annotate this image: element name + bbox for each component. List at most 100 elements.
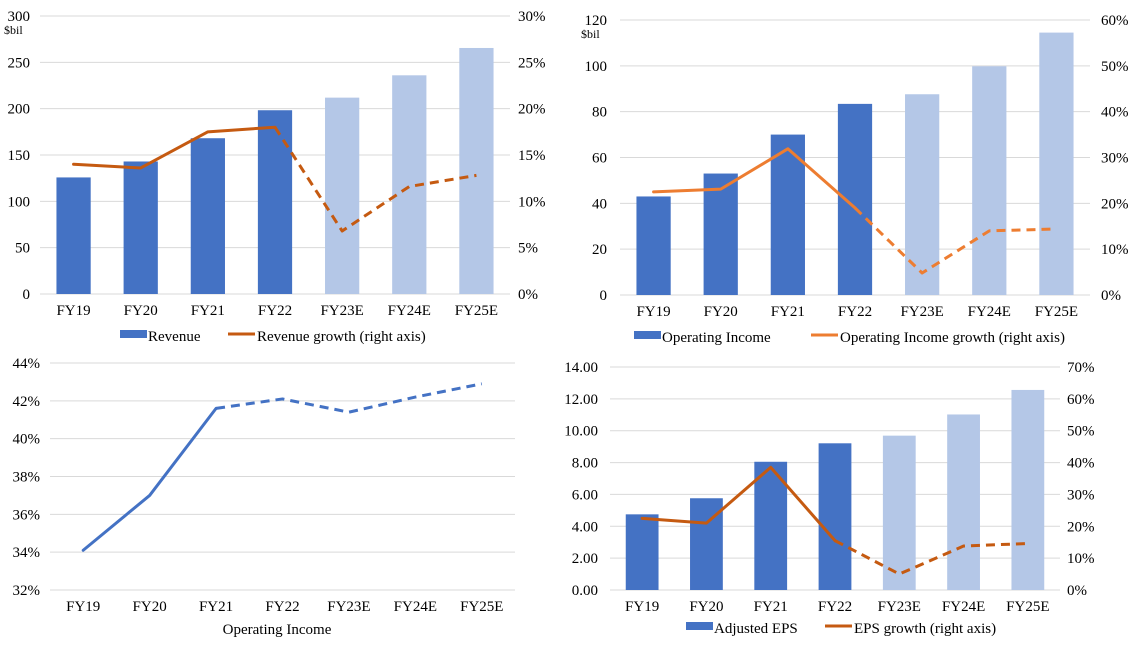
left-axis-unit-label: $bil [581, 27, 600, 41]
x-axis-tick-label: FY22 [818, 599, 852, 615]
right-axis-tick-label: 20% [1101, 196, 1129, 212]
series-line-estimate [215, 382, 483, 414]
series-line-actual [640, 465, 837, 543]
x-axis-tick-label: FY19 [625, 599, 659, 615]
x-axis-tick-label: FY24E [968, 304, 1011, 320]
bar [818, 443, 852, 590]
bar [190, 138, 225, 294]
right-axis-tick-label: 30% [518, 9, 546, 25]
right-axis-tick-label: 10% [518, 194, 546, 210]
legend-bar-swatch [120, 330, 147, 338]
x-axis-tick-label: FY22 [258, 303, 292, 319]
left-axis-tick-label: 12.00 [564, 392, 598, 408]
series-line-actual [652, 147, 857, 210]
bar [56, 177, 91, 294]
right-axis-tick-label: 0% [1067, 583, 1087, 599]
left-axis-tick-label: 10.00 [564, 424, 598, 440]
right-axis-tick-label: 50% [1101, 59, 1129, 75]
left-axis-tick-label: 38% [13, 470, 41, 486]
left-axis-tick-label: 200 [8, 102, 31, 118]
bar [972, 66, 1007, 296]
left-axis-tick-label: 120 [585, 13, 608, 29]
left-axis-unit-label: $bil [4, 23, 23, 37]
right-axis-tick-label: 60% [1067, 392, 1095, 408]
bar [1039, 32, 1074, 296]
x-axis-tick-label: FY22 [838, 304, 872, 320]
x-axis-tick-label: FY25E [455, 303, 498, 319]
bar [947, 414, 980, 590]
right-axis-tick-label: 15% [518, 148, 546, 164]
left-axis-tick-label: 42% [13, 394, 41, 410]
left-axis-tick-label: 8.00 [572, 456, 598, 472]
x-axis-tick-label: FY20 [689, 599, 723, 615]
x-axis-tick-label: FY19 [56, 303, 90, 319]
series-line-estimate [853, 206, 1057, 275]
right-axis-tick-label: 40% [1101, 105, 1129, 121]
x-axis-tick-label: FY19 [66, 599, 100, 615]
series-line-estimate [273, 126, 477, 233]
bar [703, 173, 738, 295]
right-axis-tick-label: 40% [1067, 456, 1095, 472]
left-axis-tick-label: 40 [592, 196, 607, 212]
left-axis-tick-label: 32% [13, 583, 41, 599]
left-axis-tick-label: 44% [13, 356, 41, 372]
left-axis-tick-label: 2.00 [572, 551, 598, 567]
bar [754, 461, 788, 590]
adjusted-eps-chart: 0.00 2.00 4.00 6.00 8.00 10.00 12.00 14.00 0% 10%… [564, 360, 1094, 637]
bar [123, 161, 158, 294]
revenue-chart: 0 50 100 150 200 250 300$bil 0% 5% 10% 15% 20% 25% 30… [4, 9, 546, 345]
legend-label: Revenue [148, 329, 201, 345]
legend-label: Revenue growth (right axis) [257, 329, 426, 345]
legend-label: EPS growth (right axis) [854, 621, 996, 637]
series-line-estimate [834, 539, 1028, 576]
left-axis-tick-label: 150 [8, 148, 31, 164]
x-axis-tick-label: FY23E [900, 304, 943, 320]
left-axis-tick-label: 50 [15, 241, 30, 257]
bar [1011, 389, 1045, 590]
right-axis-tick-label: 0% [518, 287, 538, 303]
legend-bar-swatch [686, 622, 713, 630]
x-axis-tick-label: FY23E [327, 599, 370, 615]
legend-label: Adjusted EPS [714, 621, 798, 637]
right-axis-tick-label: 50% [1067, 424, 1095, 440]
left-axis-tick-label: 250 [8, 55, 31, 71]
left-axis-tick-label: 100 [8, 194, 31, 210]
left-axis-tick-label: 4.00 [572, 519, 598, 535]
right-axis-tick-label: 20% [1067, 519, 1095, 535]
series-line-actual [81, 406, 218, 552]
right-axis-tick-label: 10% [1101, 242, 1129, 258]
left-axis-tick-label: 20 [592, 242, 607, 258]
bar [325, 97, 360, 294]
right-axis-tick-label: 60% [1101, 13, 1129, 29]
left-axis-tick-label: 80 [592, 105, 607, 121]
right-axis-tick-label: 70% [1067, 360, 1095, 376]
x-axis-tick-label: FY21 [191, 303, 225, 319]
operating-margin-chart: 32% 34% 36% 38% 40% 42% 44% FY19 FY20 FY21 FY22 FY2… [13, 356, 515, 638]
x-axis-tick-label: FY24E [394, 599, 437, 615]
x-axis-tick-label: FY25E [1006, 599, 1049, 615]
left-axis-tick-label: 14.00 [564, 360, 598, 376]
x-axis-tick-label: FY21 [199, 599, 233, 615]
right-axis-tick-label: 20% [518, 102, 546, 118]
x-axis-tick-label: FY23E [320, 303, 363, 319]
legend-bar-swatch [634, 331, 661, 339]
legend-label: Operating Income growth (right axis) [840, 330, 1065, 346]
x-axis-tick-label: FY20 [124, 303, 158, 319]
left-axis-tick-label: 0 [23, 287, 31, 303]
left-axis-tick-label: 0 [600, 288, 608, 304]
bar [770, 134, 805, 295]
bar [257, 110, 293, 294]
right-axis-tick-label: 25% [518, 55, 546, 71]
x-axis-tick-label: FY21 [771, 304, 805, 320]
x-axis-tick-label: FY20 [704, 304, 738, 320]
x-axis-tick-label: FY19 [636, 304, 670, 320]
x-axis-label: Operating Income [223, 622, 332, 638]
bar [636, 196, 671, 295]
bar [837, 103, 873, 295]
right-axis-tick-label: 30% [1067, 487, 1095, 503]
x-axis-tick-label: FY20 [133, 599, 167, 615]
right-axis-tick-label: 30% [1101, 151, 1129, 167]
x-axis-tick-label: FY25E [460, 599, 503, 615]
x-axis-tick-label: FY21 [754, 599, 788, 615]
